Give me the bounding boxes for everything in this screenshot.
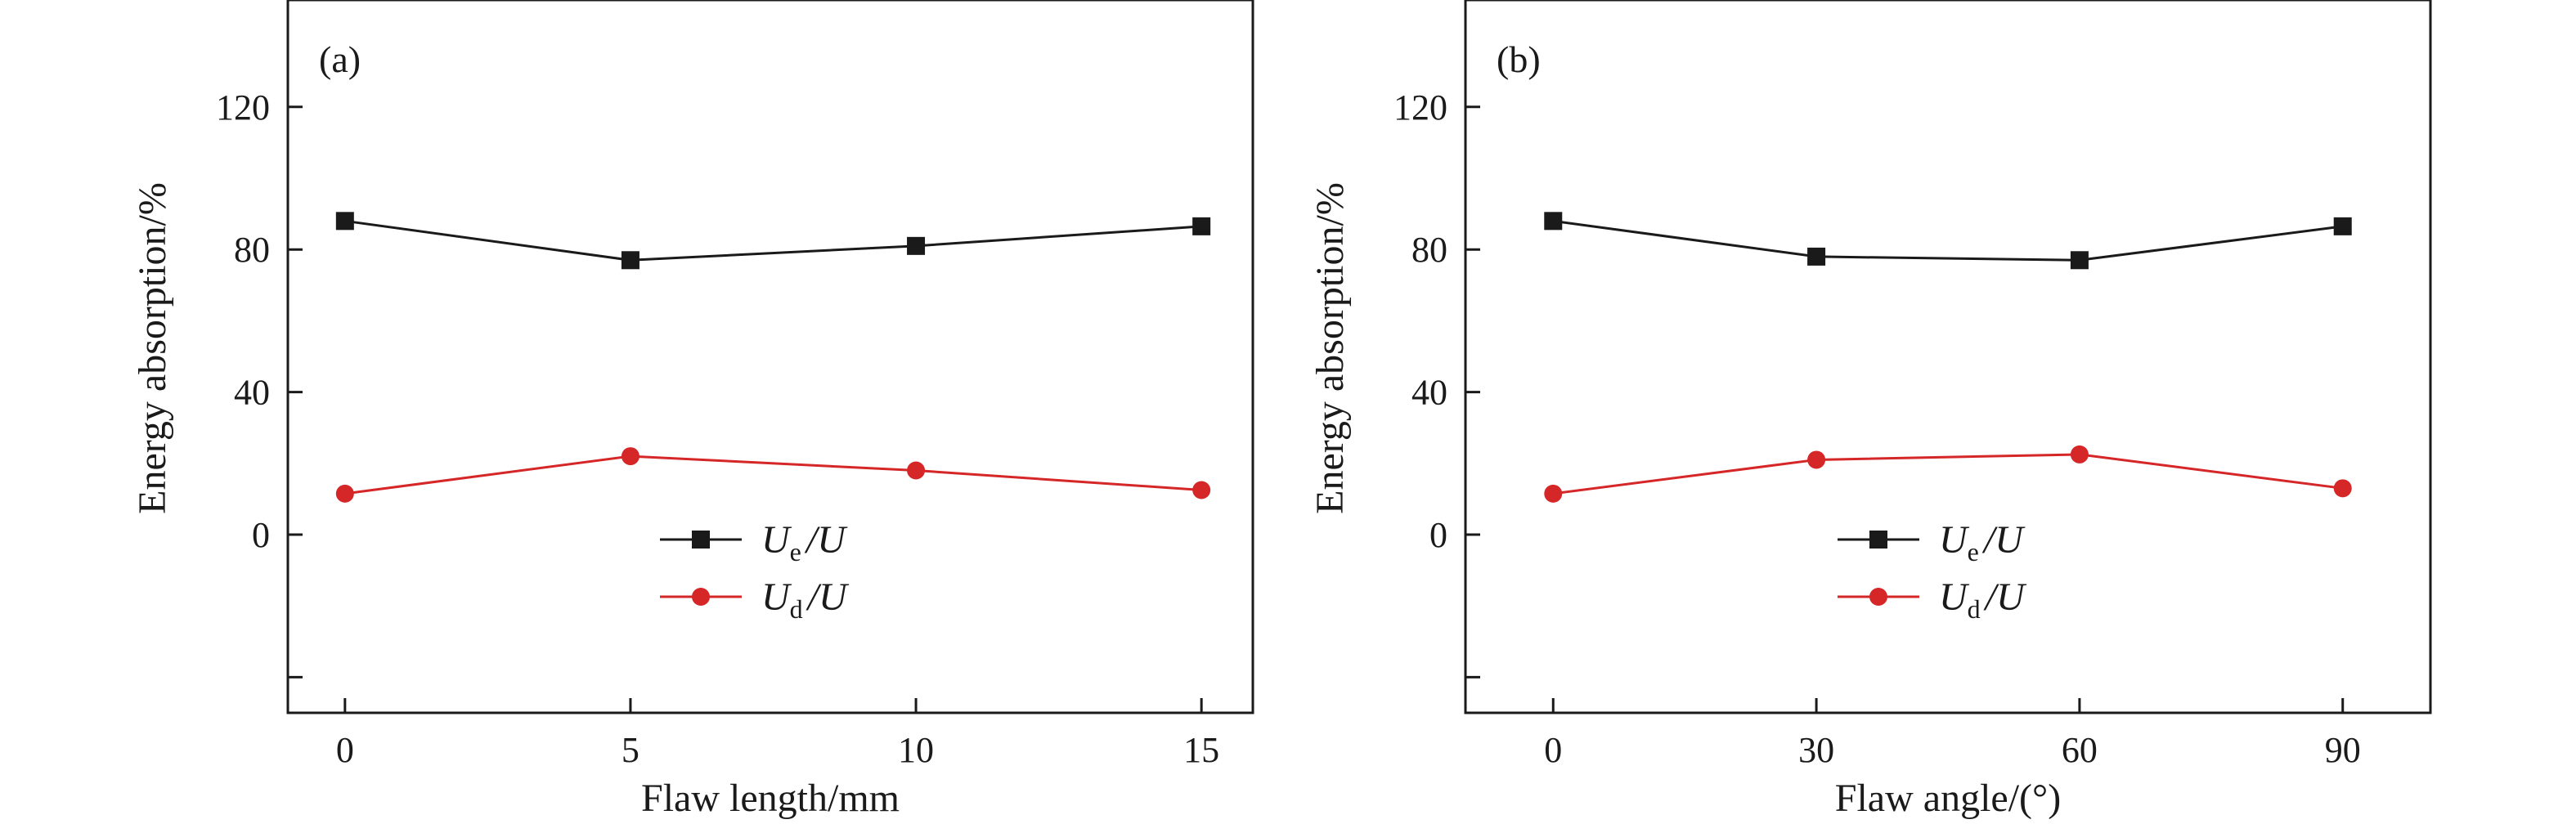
legend-label: Ue/U [1939, 518, 2026, 566]
panel-b: (b) 0 40 80 120 0 30 60 90 Flaw angle/(°) Energy a… [1308, 0, 2432, 820]
legend-label: Ud/U [1939, 575, 2027, 624]
panel-label: (a) [319, 38, 361, 80]
x-tick-label: 30 [1798, 730, 1834, 770]
legend-marker [1869, 531, 1887, 549]
legend-label: Ud/U [761, 575, 850, 624]
data-point-d [1192, 481, 1211, 499]
data-point-e [1192, 217, 1211, 235]
data-point-e [335, 212, 354, 231]
x-tick-label: 15 [1183, 730, 1219, 770]
data-point-d [2333, 479, 2352, 498]
legend-marker [692, 588, 710, 606]
y-tick-label: 0 [1429, 515, 1447, 555]
series-line-e [1553, 219, 2343, 262]
data-point-e [2333, 217, 2352, 235]
series-line-d [344, 455, 1202, 495]
series-line-e [344, 219, 1202, 262]
legend-marker [692, 531, 710, 549]
x-tick-label: 5 [622, 730, 640, 770]
data-point-d [621, 447, 640, 466]
x-axis-label: Flaw length/mm [641, 777, 900, 820]
legend-marker [1869, 588, 1887, 606]
x-axis-label: Flaw angle/(°) [1835, 777, 2061, 820]
x-tick-label: 60 [2062, 730, 2098, 770]
y-axis-label: Energy absorption/% [1308, 182, 1352, 514]
data-point-d [1807, 450, 1826, 469]
y-tick-label: 40 [234, 373, 270, 413]
y-tick-label: 80 [234, 230, 270, 270]
panel-a: (a) 0 40 80 120 0 5 10 15 Flaw length/mm Energy ab… [131, 0, 1254, 820]
data-point-e [1544, 212, 1563, 231]
legend-item-e: Ue/U [1838, 518, 2026, 566]
legend-label: Ue/U [761, 518, 848, 566]
x-tick-label: 10 [898, 730, 934, 770]
x-tick-label: 0 [1544, 730, 1562, 770]
y-tick-label: 120 [216, 87, 270, 128]
data-point-e [2070, 251, 2089, 270]
legend-item-d: Ud/U [1838, 575, 2027, 624]
x-tick-label: 0 [336, 730, 354, 770]
panel-label: (b) [1497, 38, 1541, 80]
data-point-e [1807, 247, 1826, 266]
data-point-e [907, 236, 926, 255]
data-point-d [1544, 484, 1563, 503]
data-point-d [335, 484, 354, 503]
plot-frame [286, 0, 1254, 714]
y-tick-label: 80 [1411, 230, 1447, 270]
y-tick-label: 40 [1411, 373, 1447, 413]
data-point-d [2070, 445, 2089, 464]
legend-item-d: Ud/U [660, 575, 850, 624]
y-tick-label: 0 [252, 515, 270, 555]
legend-item-e: Ue/U [660, 518, 848, 566]
data-point-e [621, 251, 640, 270]
series-line-d [1553, 453, 2343, 495]
plot-frame [1464, 0, 2432, 714]
y-tick-label: 120 [1393, 87, 1447, 128]
data-point-d [907, 461, 926, 480]
x-tick-label: 90 [2325, 730, 2361, 770]
y-axis-label: Energy absorption/% [131, 182, 174, 514]
